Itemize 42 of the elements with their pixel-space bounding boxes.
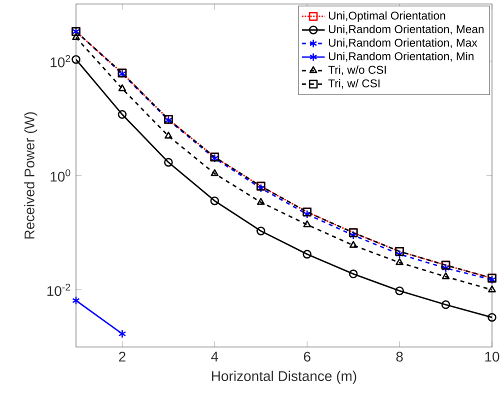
y-tick-label: 10$^{2}$ [50, 55, 70, 68]
point [72, 33, 80, 40]
point [210, 169, 219, 176]
x-tick-label: 2 [119, 352, 126, 362]
point [256, 198, 265, 205]
x-axis-title: Horizontal Distance (m) [212, 370, 356, 384]
point [72, 296, 80, 305]
legend-label: Uni,Random Orientation, Mean [328, 24, 484, 35]
point [210, 196, 220, 206]
x-tick-label: 6 [304, 352, 310, 362]
point [396, 258, 404, 266]
point [164, 158, 173, 167]
point [118, 110, 127, 119]
point [441, 300, 450, 310]
legend-label: Tri, w/o CSI [328, 65, 386, 76]
point [348, 270, 358, 278]
x-tick-label: 10 [485, 352, 500, 362]
legend-label: Tri, w/ CSI [328, 79, 380, 89]
point [303, 210, 312, 219]
y-tick-label: 10$^{0}$ [50, 169, 70, 182]
point [396, 250, 404, 259]
legend-label: Uni,Random Orientation, Min [328, 52, 474, 62]
x-tick-label: 8 [396, 352, 403, 362]
point [488, 312, 496, 322]
point [302, 250, 312, 259]
point [349, 230, 358, 240]
legend-label: Uni,Random Orientation, Max [328, 38, 478, 48]
point [118, 329, 126, 338]
point [256, 226, 266, 236]
legend-label: Uni,Optimal Orientation [328, 11, 446, 22]
point [72, 55, 80, 64]
point [395, 286, 404, 296]
x-tick-label: 4 [211, 352, 218, 362]
point [303, 220, 312, 228]
point [488, 285, 496, 292]
point [349, 240, 358, 248]
y-axis-title: Received Power (W) [24, 112, 38, 239]
y-tick-label: 10$^{-2}$ [47, 284, 70, 296]
point [442, 264, 450, 273]
point [164, 132, 172, 139]
point [442, 272, 450, 280]
point [118, 84, 126, 92]
